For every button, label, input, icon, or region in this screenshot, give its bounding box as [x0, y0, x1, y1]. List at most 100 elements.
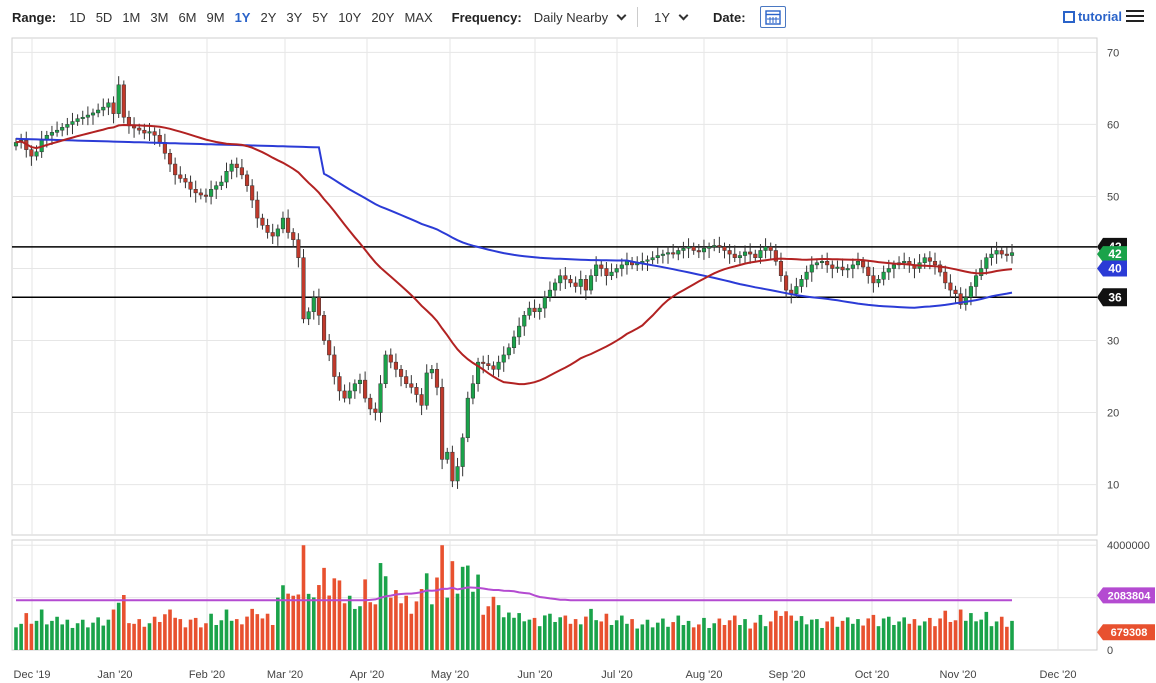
range-button-1d[interactable]: 1D [69, 9, 86, 25]
candle-body [424, 372, 429, 406]
candle-body [270, 232, 275, 237]
volume-bar [86, 627, 90, 650]
volume-bar [168, 609, 172, 650]
x-tick-label: Sep '20 [769, 669, 806, 681]
range-button-20y[interactable]: 20Y [371, 9, 395, 25]
range-button-9m[interactable]: 9M [206, 9, 225, 25]
candle-body [311, 297, 316, 312]
candle-body [753, 253, 758, 258]
range-button-5d[interactable]: 5D [95, 9, 113, 25]
price-tick-label: 60 [1107, 119, 1119, 131]
volume-bar [142, 626, 147, 650]
range-button-2y[interactable]: 2Y [260, 9, 277, 25]
candle-body [481, 361, 486, 364]
volume-bar [655, 622, 660, 650]
candle-body [876, 279, 881, 284]
period-dropdown[interactable]: 1Y [654, 10, 689, 25]
range-button-10y[interactable]: 10Y [338, 9, 362, 25]
volume-bar [147, 623, 152, 650]
candle-body [260, 217, 265, 226]
volume-bar [419, 589, 424, 650]
candle-body [902, 261, 907, 263]
volume-bar [50, 620, 54, 650]
volume-bar [353, 608, 357, 650]
range-button-5y[interactable]: 5Y [312, 9, 329, 25]
candle-body [414, 387, 419, 395]
volume-bar [897, 621, 901, 650]
range-button-3y[interactable]: 3Y [286, 9, 303, 25]
volume-bar [974, 621, 978, 650]
volume-bar [717, 618, 722, 650]
volume-bar [774, 610, 778, 650]
candle-body [850, 264, 855, 269]
volume-bar [861, 625, 865, 650]
chevron-down-icon [678, 10, 689, 20]
volume-bar [409, 613, 414, 650]
volume-tick-label: 4000000 [1107, 540, 1150, 552]
volume-bar [445, 597, 450, 650]
volume-bar [301, 545, 306, 650]
volume-bar [496, 605, 501, 650]
volume-bar [34, 620, 39, 650]
volume-bar [917, 625, 922, 650]
candle-body [450, 451, 455, 482]
volume-bar [332, 578, 337, 650]
candle-body [624, 261, 629, 266]
candle-body [429, 369, 434, 374]
volume-bar [933, 626, 937, 650]
candle-body [799, 279, 804, 287]
menu-icon[interactable] [1126, 10, 1144, 24]
candle-body [275, 228, 280, 237]
volume-bar [876, 626, 881, 650]
volume-bar [820, 627, 824, 650]
candle-body [542, 297, 547, 309]
volume-bar [55, 616, 59, 650]
volume-bar [630, 619, 634, 650]
candle-body [968, 286, 973, 298]
calendar-button[interactable] [759, 6, 786, 28]
candle-body [214, 185, 219, 190]
volume-bar [640, 624, 645, 650]
candle-body [768, 246, 773, 251]
range-button-3m[interactable]: 3M [150, 9, 169, 25]
candle-body [742, 251, 748, 256]
range-button-max[interactable]: MAX [404, 9, 433, 25]
volume-bar [512, 617, 516, 650]
candle-body [13, 142, 19, 147]
candle-body [665, 252, 671, 255]
candle-body [465, 397, 470, 439]
volume-bar [815, 619, 819, 650]
volume-bar [543, 615, 547, 650]
volume-bar [758, 614, 763, 650]
frequency-dropdown[interactable]: Daily Nearby [534, 10, 627, 25]
volume-bar [183, 627, 188, 650]
price-badge-shape [1097, 246, 1127, 263]
candle-body [763, 246, 768, 251]
volume-bar [994, 621, 999, 650]
volume-bar [229, 620, 234, 650]
candle-body [861, 261, 866, 268]
level-badge-36: 36 [1097, 288, 1127, 307]
range-button-1m[interactable]: 1M [122, 9, 141, 25]
volume-bar [501, 617, 506, 650]
candle-body [707, 246, 712, 249]
candle-body [568, 279, 573, 284]
candle-body [558, 275, 563, 284]
volume-bar [250, 608, 254, 650]
candle-body [352, 383, 357, 392]
range-button-6m[interactable]: 6M [178, 9, 197, 25]
price-tick-label: 70 [1107, 47, 1119, 59]
volume-bar [702, 617, 706, 650]
candle-body [1004, 253, 1009, 256]
volume-bar [902, 617, 906, 650]
tutorial-link[interactable]: tutorial [1062, 9, 1122, 24]
volume-bar [553, 621, 557, 650]
candle-body [470, 383, 475, 399]
volume-bar [29, 623, 34, 650]
candle-body [794, 286, 799, 294]
level-badge-shape [1097, 288, 1127, 307]
volume-badge-679308: 679308 [1097, 624, 1155, 641]
price-badge-shape [1097, 260, 1127, 277]
range-button-1y[interactable]: 1Y [234, 9, 251, 25]
volume-bar [127, 623, 131, 650]
